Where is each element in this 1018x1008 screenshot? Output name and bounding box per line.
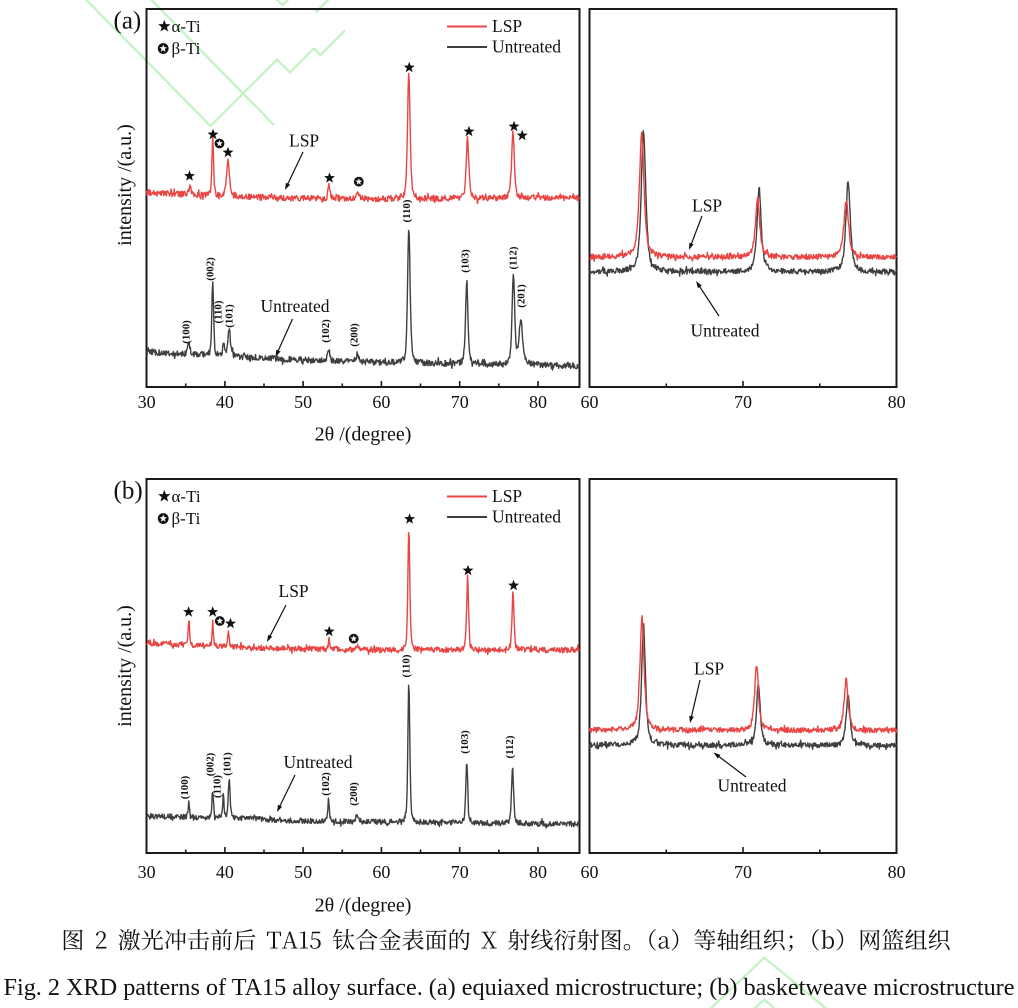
svg-text:50: 50 — [294, 392, 312, 412]
svg-text:β-Ti: β-Ti — [172, 509, 201, 528]
svg-text:LSP: LSP — [492, 486, 522, 506]
svg-text:(112): (112) — [507, 246, 519, 269]
svg-text:LSP: LSP — [289, 131, 319, 151]
svg-text:(201): (201) — [516, 284, 528, 308]
svg-text:(110): (110) — [401, 654, 413, 677]
svg-text:30: 30 — [138, 862, 156, 882]
svg-text:Untreated: Untreated — [691, 321, 760, 341]
svg-text:(103): (103) — [459, 730, 471, 754]
svg-text:60: 60 — [581, 392, 599, 412]
svg-text:Untreated: Untreated — [718, 776, 787, 796]
svg-text:40: 40 — [216, 862, 234, 882]
svg-text:70: 70 — [451, 862, 469, 882]
svg-text:(100): (100) — [179, 775, 191, 799]
svg-text:80: 80 — [529, 862, 547, 882]
svg-text:80: 80 — [888, 392, 906, 412]
svg-text:(110): (110) — [212, 775, 224, 798]
svg-text:70: 70 — [451, 392, 469, 412]
svg-text:2θ /(degree): 2θ /(degree) — [315, 895, 412, 917]
svg-text:2θ /(degree): 2θ /(degree) — [315, 424, 412, 446]
svg-text:α-Ti: α-Ti — [172, 487, 201, 506]
svg-text:Untreated: Untreated — [284, 752, 353, 772]
svg-text:Fig. 2 XRD patterns of TA15 al: Fig. 2 XRD patterns of TA15 alloy surfac… — [4, 974, 1015, 1001]
svg-text:(002): (002) — [204, 752, 216, 776]
svg-text:intensity /(a.u.): intensity /(a.u.) — [114, 605, 136, 727]
svg-text:60: 60 — [372, 862, 390, 882]
svg-text:Untreated: Untreated — [261, 296, 330, 316]
svg-text:80: 80 — [888, 862, 906, 882]
svg-text:30: 30 — [138, 392, 156, 412]
svg-text:Untreated: Untreated — [492, 37, 561, 57]
svg-text:50: 50 — [294, 862, 312, 882]
svg-text:40: 40 — [216, 392, 234, 412]
svg-text:β-Ti: β-Ti — [172, 39, 201, 58]
svg-text:Untreated: Untreated — [492, 507, 561, 527]
svg-text:(100): (100) — [181, 320, 193, 344]
svg-text:(110): (110) — [401, 199, 413, 222]
svg-text:LSP: LSP — [492, 16, 522, 36]
svg-text:(103): (103) — [459, 249, 471, 273]
svg-text:LSP: LSP — [694, 659, 724, 679]
svg-text:60: 60 — [372, 392, 390, 412]
svg-text:LSP: LSP — [692, 196, 722, 216]
svg-text:(102): (102) — [320, 772, 332, 796]
svg-text:(101): (101) — [224, 304, 236, 328]
svg-text:80: 80 — [529, 392, 547, 412]
svg-text:(a): (a) — [114, 8, 142, 35]
svg-text:(b): (b) — [114, 478, 143, 505]
svg-text:α-Ti: α-Ti — [172, 17, 201, 36]
svg-text:70: 70 — [734, 862, 752, 882]
svg-text:(002): (002) — [205, 257, 217, 281]
svg-text:(102): (102) — [320, 319, 332, 343]
svg-text:(101): (101) — [221, 752, 233, 776]
svg-text:LSP: LSP — [279, 581, 309, 601]
svg-text:60: 60 — [581, 862, 599, 882]
svg-text:(200): (200) — [349, 323, 361, 347]
svg-text:intensity /(a.u.): intensity /(a.u.) — [114, 124, 136, 246]
svg-text:(110): (110) — [213, 300, 225, 323]
svg-text:(200): (200) — [348, 782, 360, 806]
svg-text:(112): (112) — [504, 735, 516, 758]
svg-text:70: 70 — [734, 392, 752, 412]
